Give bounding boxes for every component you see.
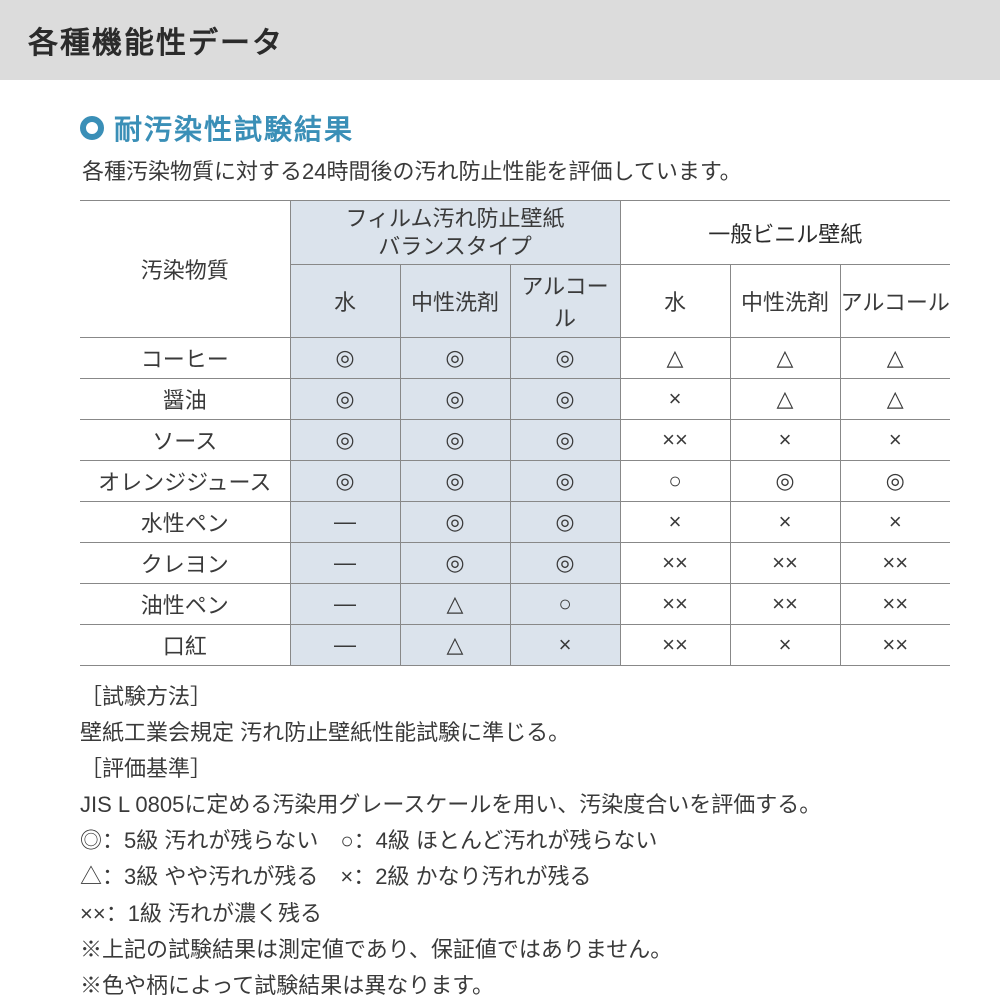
cell: ×× — [620, 543, 730, 584]
table-row: ソース◎◎◎×××× — [80, 420, 950, 461]
page-header: 各種機能性データ — [0, 0, 1000, 80]
cell: ◎ — [400, 502, 510, 543]
sub-column: 水 — [620, 265, 730, 338]
cell: × — [840, 502, 950, 543]
sub-column: 水 — [290, 265, 400, 338]
cell: △ — [730, 338, 840, 379]
content: 耐汚染性試験結果 各種汚染物質に対する24時間後の汚れ防止性能を評価しています。… — [0, 80, 1000, 1003]
cell: △ — [620, 338, 730, 379]
cell: ◎ — [290, 461, 400, 502]
table-head: 汚染物質フィルム汚れ防止壁紙 バランスタイプ一般ビニル壁紙水中性洗剤アルコール水… — [80, 201, 950, 338]
cell: ◎ — [510, 461, 620, 502]
table-row: 口紅―△×××××× — [80, 625, 950, 666]
column-group: フィルム汚れ防止壁紙 バランスタイプ — [290, 201, 620, 265]
section-heading: 耐汚染性試験結果 — [114, 108, 354, 148]
cell: × — [620, 379, 730, 420]
cell: ×× — [840, 625, 950, 666]
table-row: 醤油◎◎◎×△△ — [80, 379, 950, 420]
table-row: 水性ペン―◎◎××× — [80, 502, 950, 543]
cell: ◎ — [400, 420, 510, 461]
legend-line: ××：1級 汚れが濃く残る — [80, 897, 940, 931]
cell: ◎ — [400, 338, 510, 379]
row-header: 汚染物質 — [80, 201, 290, 338]
cell: ○ — [510, 584, 620, 625]
row-label: ソース — [80, 420, 290, 461]
cell: ◎ — [400, 379, 510, 420]
row-label: クレヨン — [80, 543, 290, 584]
cell: ◎ — [290, 379, 400, 420]
circle-bullet-icon — [80, 116, 104, 140]
disclaimer: ※上記の試験結果は測定値であり、保証値ではありません。 — [80, 933, 940, 967]
cell: ◎ — [510, 338, 620, 379]
column-group: 一般ビニル壁紙 — [620, 201, 950, 265]
row-label: 口紅 — [80, 625, 290, 666]
sub-column: アルコール — [840, 265, 950, 338]
cell: ◎ — [510, 502, 620, 543]
cell: ◎ — [730, 461, 840, 502]
cell: △ — [840, 379, 950, 420]
cell: ◎ — [840, 461, 950, 502]
cell: ◎ — [290, 420, 400, 461]
cell: ◎ — [510, 543, 620, 584]
cell: ◎ — [400, 543, 510, 584]
page-title: 各種機能性データ — [28, 18, 972, 62]
cell: ×× — [730, 543, 840, 584]
cell: ◎ — [510, 420, 620, 461]
table-row: オレンジジュース◎◎◎○◎◎ — [80, 461, 950, 502]
row-label: コーヒー — [80, 338, 290, 379]
cell: ◎ — [400, 461, 510, 502]
cell: ○ — [620, 461, 730, 502]
method-label: ［試験方法］ — [80, 680, 940, 714]
cell: ◎ — [290, 338, 400, 379]
legend-line: △：3級 やや汚れが残る ×：2級 かなり汚れが残る — [80, 860, 940, 894]
cell: △ — [400, 584, 510, 625]
row-label: 醤油 — [80, 379, 290, 420]
table-row: 油性ペン―△○×××××× — [80, 584, 950, 625]
cell: × — [840, 420, 950, 461]
cell: × — [730, 502, 840, 543]
row-label: 水性ペン — [80, 502, 290, 543]
cell: ― — [290, 584, 400, 625]
cell: ×× — [840, 584, 950, 625]
table-body: コーヒー◎◎◎△△△醤油◎◎◎×△△ソース◎◎◎××××オレンジジュース◎◎◎○… — [80, 338, 950, 666]
cell: ― — [290, 625, 400, 666]
stain-resistance-table: 汚染物質フィルム汚れ防止壁紙 バランスタイプ一般ビニル壁紙水中性洗剤アルコール水… — [80, 200, 950, 666]
cell: × — [510, 625, 620, 666]
cell: △ — [840, 338, 950, 379]
cell: △ — [730, 379, 840, 420]
sub-column: 中性洗剤 — [400, 265, 510, 338]
section-title: 耐汚染性試験結果 — [80, 108, 940, 148]
method-body: 壁紙工業会規定 汚れ防止壁紙性能試験に準じる。 — [80, 716, 940, 750]
criteria-label: ［評価基準］ — [80, 752, 940, 786]
cell: ◎ — [510, 379, 620, 420]
cell: ×× — [620, 625, 730, 666]
cell: △ — [400, 625, 510, 666]
cell: ― — [290, 543, 400, 584]
cell: ×× — [620, 584, 730, 625]
cell: ×× — [620, 420, 730, 461]
legend-line: ◎：5級 汚れが残らない ○：4級 ほとんど汚れが残らない — [80, 824, 940, 858]
cell: ×× — [730, 584, 840, 625]
cell: ― — [290, 502, 400, 543]
notes: ［試験方法］ 壁紙工業会規定 汚れ防止壁紙性能試験に準じる。 ［評価基準］ JI… — [80, 680, 940, 1003]
table-row: コーヒー◎◎◎△△△ — [80, 338, 950, 379]
sub-column: アルコール — [510, 265, 620, 338]
cell: × — [620, 502, 730, 543]
criteria-body: JIS L 0805に定める汚染用グレースケールを用い、汚染度合いを評価する。 — [80, 788, 940, 822]
cell: × — [730, 625, 840, 666]
section-lead: 各種汚染物質に対する24時間後の汚れ防止性能を評価しています。 — [82, 154, 940, 186]
sub-column: 中性洗剤 — [730, 265, 840, 338]
table-row: クレヨン―◎◎×××××× — [80, 543, 950, 584]
cell: ×× — [840, 543, 950, 584]
cell: × — [730, 420, 840, 461]
row-label: オレンジジュース — [80, 461, 290, 502]
disclaimer: ※色や柄によって試験結果は異なります。 — [80, 969, 940, 1003]
row-label: 油性ペン — [80, 584, 290, 625]
